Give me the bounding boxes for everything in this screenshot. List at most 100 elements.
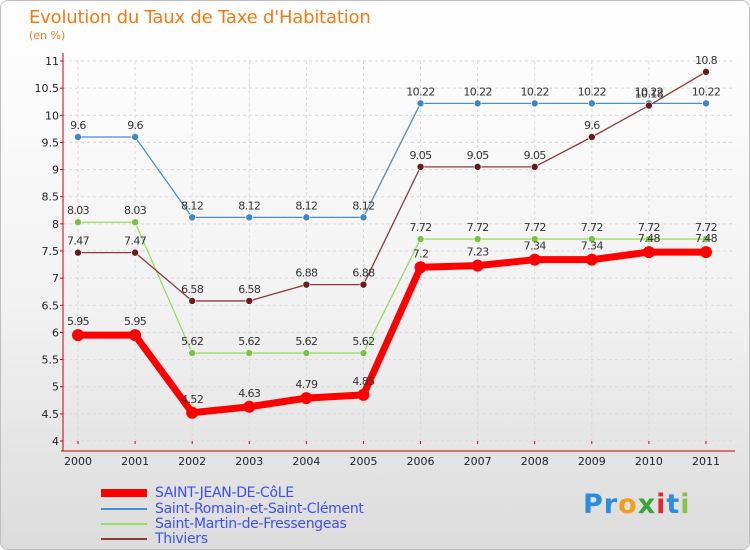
data-label: 7.72 xyxy=(409,221,431,234)
x-tick-label: 2009 xyxy=(578,455,606,468)
legend-swatch xyxy=(101,489,147,497)
data-point xyxy=(74,218,82,227)
data-point xyxy=(530,99,539,108)
data-label: 5.62 xyxy=(238,335,260,348)
legend-swatch xyxy=(101,508,147,510)
data-point xyxy=(131,218,139,227)
series-layer xyxy=(72,68,712,419)
x-tick-label: 2010 xyxy=(635,455,663,468)
x-tick-label: 2007 xyxy=(464,455,492,468)
y-tick-label: 11 xyxy=(45,55,59,68)
data-point xyxy=(357,388,370,401)
data-point xyxy=(188,297,196,305)
proxiti-logo: Proxiti xyxy=(583,489,691,520)
data-point xyxy=(473,163,482,171)
logo-letter: i xyxy=(656,489,667,520)
legend-item-thiviers[interactable]: Thiviers xyxy=(101,531,208,547)
x-tick-label: 2005 xyxy=(349,455,377,468)
data-label: 4.85 xyxy=(352,375,375,388)
y-tick-label: 4.5 xyxy=(42,408,60,421)
legend-label: Saint-Martin-de-Fressengeas xyxy=(155,516,347,532)
data-point xyxy=(359,280,368,289)
x-tick-label: 2008 xyxy=(521,455,549,468)
series-line-2 xyxy=(78,71,707,302)
data-label: 9.6 xyxy=(127,119,143,132)
data-label: 8.03 xyxy=(124,204,147,217)
data-point xyxy=(700,246,712,259)
series-line-0 xyxy=(78,102,706,218)
data-point xyxy=(74,248,82,257)
data-label: 8.03 xyxy=(67,204,90,217)
data-label: 7.47 xyxy=(124,235,147,248)
data-label: 7.72 xyxy=(638,221,660,234)
data-point xyxy=(243,400,256,413)
data-label: 9.05 xyxy=(467,149,490,162)
y-tick-label: 6.5 xyxy=(42,299,60,312)
data-label: 10.22 xyxy=(635,85,664,98)
data-label: 4.63 xyxy=(238,387,261,400)
data-point xyxy=(471,259,484,272)
data-label: 9.6 xyxy=(70,119,86,132)
data-point xyxy=(642,246,655,259)
logo-letter: x xyxy=(637,489,657,520)
data-point xyxy=(645,235,653,243)
y-tick-label: 4 xyxy=(52,435,59,448)
data-label: 7.72 xyxy=(581,221,603,234)
data-label: 10.18 xyxy=(635,88,664,101)
data-point xyxy=(74,133,82,141)
chart-title: Evolution du Taux de Taxe d'Habitation xyxy=(29,7,371,28)
x-tick-label: 2003 xyxy=(235,455,263,468)
x-tick-label: 2011 xyxy=(692,455,720,468)
legend-label: Saint-Romain-et-Saint-Clément xyxy=(155,501,364,517)
data-label: 6.88 xyxy=(295,267,318,280)
x-tick-label: 2004 xyxy=(292,455,320,468)
legend-swatch xyxy=(101,538,147,540)
data-label: 4.52 xyxy=(181,393,203,406)
data-point xyxy=(245,349,254,357)
data-label: 6.58 xyxy=(181,283,204,296)
data-point xyxy=(416,99,425,108)
y-tick-label: 8.5 xyxy=(42,191,60,204)
data-label: 7.34 xyxy=(581,240,604,253)
data-label: 5.95 xyxy=(124,315,147,328)
data-point xyxy=(588,99,596,108)
data-label: 6.58 xyxy=(238,283,261,296)
data-label: 7.72 xyxy=(524,221,546,234)
y-tick-label: 5 xyxy=(52,381,59,394)
logo-letter: P xyxy=(583,489,604,520)
data-point xyxy=(131,248,139,257)
data-label: 5.62 xyxy=(181,335,203,348)
data-point xyxy=(186,406,199,419)
data-label: 10.22 xyxy=(692,85,721,98)
data-label: 9.6 xyxy=(584,119,600,132)
data-label: 10.8 xyxy=(695,54,718,67)
data-point xyxy=(473,99,482,108)
data-point xyxy=(302,280,311,289)
y-tick-label: 5.5 xyxy=(42,354,60,367)
data-label: 4.79 xyxy=(295,378,318,391)
data-label: 10.22 xyxy=(463,85,492,98)
data-point xyxy=(702,235,710,243)
data-point xyxy=(414,261,427,274)
data-point xyxy=(702,68,710,76)
data-point xyxy=(528,253,541,266)
data-label: 6.88 xyxy=(352,267,375,280)
data-label: 5.62 xyxy=(352,335,374,348)
data-point xyxy=(588,133,596,141)
data-point xyxy=(131,133,139,141)
data-label: 8.12 xyxy=(181,199,203,212)
data-label: 9.05 xyxy=(524,149,547,162)
data-point xyxy=(588,235,596,243)
data-label: 5.95 xyxy=(67,315,90,328)
data-label: 10.22 xyxy=(406,85,435,98)
legend-item-saint-jean-de-cole[interactable]: SAINT-JEAN-DE-CôLE xyxy=(101,485,294,501)
legend-item-saint-romain[interactable]: Saint-Romain-et-Saint-Clément xyxy=(101,501,364,517)
data-label: 8.12 xyxy=(295,199,317,212)
data-point xyxy=(302,349,311,357)
legend-label: Thiviers xyxy=(155,531,208,547)
legend-label: SAINT-JEAN-DE-CôLE xyxy=(155,485,294,501)
x-tick-label: 2000 xyxy=(64,455,92,468)
legend-item-saint-martin[interactable]: Saint-Martin-de-Fressengeas xyxy=(101,516,347,532)
